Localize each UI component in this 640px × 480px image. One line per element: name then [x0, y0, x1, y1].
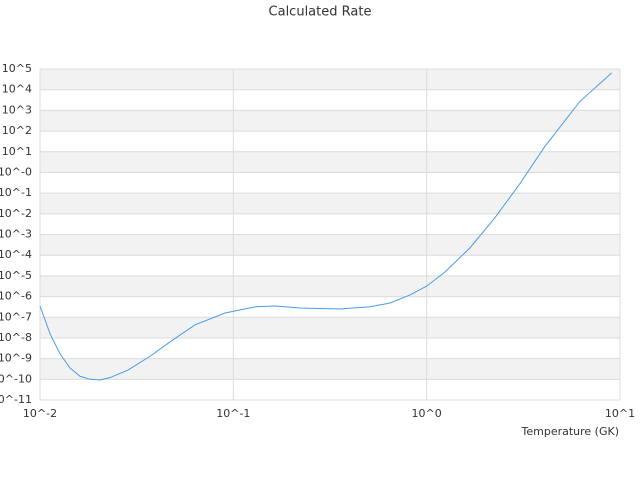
y-tick-label: 10^-4 — [0, 248, 32, 261]
y-tick-label: 10^3 — [2, 103, 32, 116]
y-tick-label: 10^-1 — [0, 186, 32, 199]
y-tick-label: 10^4 — [2, 83, 32, 96]
y-tick-label: 10^-6 — [0, 290, 32, 303]
x-tick-label: 10^-2 — [23, 407, 57, 420]
y-tick-label: 10^-2 — [0, 207, 32, 220]
y-tick-label: 10^-9 — [0, 352, 32, 365]
grid-band — [40, 151, 620, 173]
chart-title: Calculated Rate — [269, 5, 372, 20]
grid-band — [40, 275, 620, 297]
y-tick-label: 10^-11 — [0, 393, 32, 406]
x-axis-label: Temperature (GK) — [521, 425, 620, 438]
y-tick-label: 10^-5 — [0, 269, 32, 282]
y-tick-label: 10^-10 — [0, 372, 32, 385]
grid-band — [40, 358, 620, 380]
y-tick-label: 10^-0 — [0, 165, 32, 178]
grid-band — [40, 317, 620, 338]
y-tick-label: 10^2 — [2, 124, 32, 137]
y-tick-label: 10^-3 — [0, 228, 32, 241]
grid-band — [40, 110, 620, 132]
y-tick-label: 10^5 — [2, 62, 32, 75]
x-tick-label: 10^-1 — [216, 407, 250, 420]
x-tick-label: 10^1 — [605, 407, 635, 420]
grid-band — [40, 193, 620, 214]
data-line — [39, 72, 613, 381]
y-tick-label: 10^1 — [2, 145, 32, 158]
y-tick-label: 10^-8 — [0, 331, 32, 344]
grid-band — [40, 69, 620, 90]
grid-band — [40, 234, 620, 256]
y-tick-label: 10^-7 — [0, 310, 32, 323]
x-tick-label: 10^0 — [412, 407, 442, 420]
